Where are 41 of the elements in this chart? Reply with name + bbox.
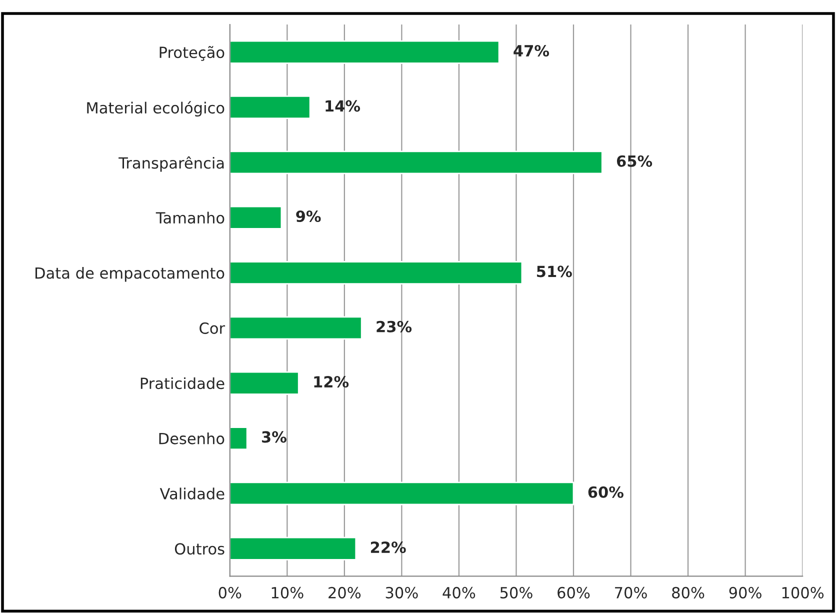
bar	[230, 206, 282, 230]
data-label: 60%	[588, 486, 624, 498]
data-label: 14%	[326, 100, 360, 112]
bar	[230, 96, 311, 120]
y-tick-label: Cor	[200, 322, 226, 334]
data-label: 47%	[514, 44, 550, 57]
data-label: 23%	[376, 320, 412, 332]
y-tick-label: Desenho	[159, 432, 224, 444]
bar	[230, 371, 300, 395]
y-tick-label: Proteção	[160, 46, 224, 61]
bar	[230, 482, 574, 506]
y-tick-label: Tamanho	[156, 212, 224, 224]
x-tick-label: 20%	[328, 586, 361, 598]
bar	[230, 261, 523, 285]
data-label: 51%	[537, 266, 572, 278]
y-tick-label: Material ecológico	[87, 101, 224, 117]
x-tick-label: 10%	[272, 586, 304, 598]
x-tick-label: 100%	[782, 586, 824, 598]
data-label: 65%	[616, 155, 652, 167]
bar	[230, 150, 603, 174]
x-tick-label: 30%	[386, 586, 418, 598]
bar	[230, 426, 248, 450]
x-tick-label: 40%	[442, 586, 476, 598]
bar	[230, 536, 357, 560]
data-label: 3%	[262, 431, 286, 443]
y-tick-label: Praticidade	[140, 377, 224, 390]
x-tick-label: 90%	[729, 586, 762, 598]
y-tick-label: Validade	[160, 488, 224, 500]
x-tick-label: 60%	[558, 586, 590, 598]
x-tick-label: 0%	[218, 586, 242, 598]
data-label: 22%	[370, 542, 406, 554]
data-label: 12%	[314, 376, 349, 388]
x-tick-label: 80%	[672, 586, 704, 598]
y-tick-label: Data de empacotamento	[36, 266, 224, 282]
data-label: 9%	[296, 210, 321, 222]
x-tick-label: 70%	[615, 586, 647, 598]
bar	[230, 316, 362, 340]
y-tick-label: Outros	[174, 543, 224, 555]
y-tick-label: Transparência	[118, 156, 224, 172]
bar	[230, 40, 500, 64]
x-tick-label: 50%	[500, 586, 532, 598]
